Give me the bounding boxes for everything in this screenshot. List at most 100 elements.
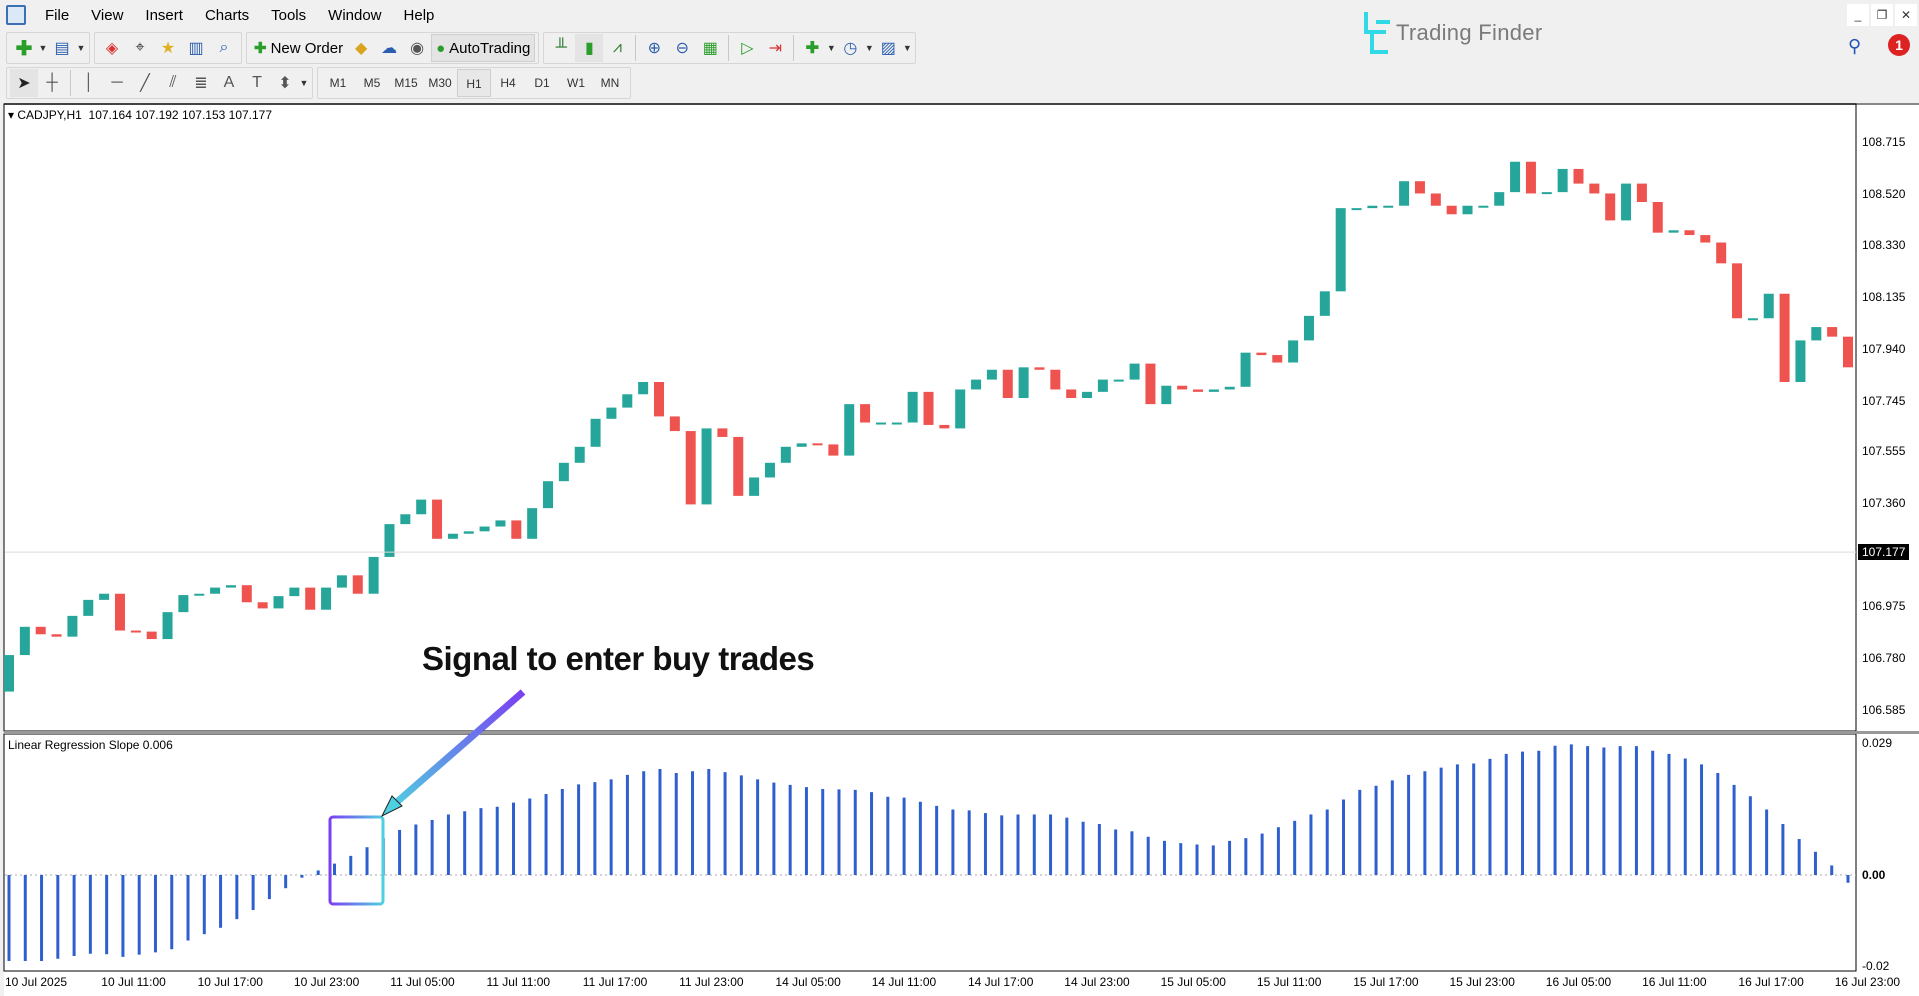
menu-tools[interactable]: Tools — [271, 6, 307, 24]
dropdown-icon[interactable]: ▼ — [38, 43, 48, 53]
indicator-axis-label-zero: 0.00 — [1862, 868, 1886, 882]
time-axis-label: 10 Jul 2025 — [5, 975, 68, 989]
menu-help[interactable]: Help — [403, 6, 435, 24]
bullish-candle — [495, 520, 506, 527]
cursor-icon[interactable]: ➤ — [10, 69, 38, 97]
dropdown-icon[interactable]: ▼ — [864, 43, 874, 53]
auto-scroll-icon[interactable]: ▷ — [741, 40, 754, 57]
autotrading-button[interactable]: ● AutoTrading — [431, 34, 536, 62]
chart-shift-icon[interactable]: ⇥ — [768, 40, 783, 57]
bearish-candle — [432, 499, 443, 539]
bullish-candle — [1082, 391, 1093, 398]
timeframe-w1[interactable]: W1 — [567, 76, 585, 90]
bearish-candle — [1446, 205, 1457, 215]
templates-icon[interactable]: ▨ — [880, 40, 896, 57]
bearish-candle — [1652, 202, 1663, 233]
fibonacci-icon[interactable]: ≣ — [194, 75, 208, 92]
strategy-tester-icon[interactable]: ⌕ — [219, 39, 229, 56]
bearish-candle — [812, 443, 823, 446]
menu-charts[interactable]: Charts — [204, 6, 250, 24]
trendline-icon[interactable]: ╱ — [140, 75, 150, 92]
menu-file[interactable]: File — [45, 6, 70, 24]
bearish-candle — [511, 520, 522, 539]
bearish-candle — [1034, 367, 1045, 370]
bar-chart-icon[interactable]: ╨ — [555, 39, 568, 56]
bullish-candle — [1335, 208, 1346, 292]
ohlc-values: 107.164 107.192 107.153 107.177 — [88, 108, 273, 122]
dropdown-icon[interactable]: ▼ — [902, 43, 912, 53]
bearish-candle — [1573, 168, 1584, 184]
bearish-candle — [1050, 369, 1061, 390]
zoom-out-icon[interactable]: ⊖ — [675, 40, 690, 57]
logo-mark-icon — [1362, 12, 1390, 54]
timeframe-m30[interactable]: M30 — [428, 76, 452, 90]
bearish-candle — [1636, 183, 1647, 202]
bullish-candle — [590, 418, 601, 447]
text-icon[interactable]: A — [223, 74, 235, 91]
notification-badge[interactable]: 1 — [1888, 34, 1910, 56]
bullish-candle — [19, 626, 30, 656]
dropdown-icon[interactable]: ▼ — [76, 43, 86, 53]
brand-name: Trading Finder — [1396, 20, 1543, 45]
bearish-candle — [1843, 336, 1853, 368]
timeframe-m1[interactable]: M1 — [329, 76, 347, 90]
dropdown-icon[interactable]: ▼ — [299, 78, 309, 88]
price-axis-label: 107.745 — [1862, 393, 1906, 408]
menu-window[interactable]: Window — [328, 6, 382, 24]
bearish-candle — [1605, 193, 1616, 221]
timeframe-mn[interactable]: MN — [600, 76, 620, 90]
menu-insert[interactable]: Insert — [145, 6, 183, 24]
bullish-candle — [1288, 340, 1299, 363]
restore-button[interactable]: ❐ — [1871, 4, 1893, 26]
bearish-candle — [653, 382, 664, 417]
timeframe-h4[interactable]: H4 — [500, 76, 516, 90]
signals-icon[interactable]: ◉ — [410, 40, 425, 57]
vertical-line-icon[interactable]: │ — [84, 74, 94, 91]
indicators-icon[interactable]: ✚ — [805, 40, 820, 57]
timeframe-m15[interactable]: M15 — [394, 76, 418, 90]
time-axis-label: 16 Jul 05:00 — [1545, 975, 1612, 989]
new-order-button[interactable]: ✚ New Order — [250, 34, 347, 62]
bullish-candle — [67, 615, 78, 637]
market-watch-icon[interactable]: ◈ — [105, 40, 119, 57]
bullish-candle — [416, 499, 427, 515]
dropdown-icon[interactable]: ▼ — [826, 43, 836, 53]
bullish-candle — [1303, 315, 1314, 341]
arrows-icon[interactable]: ⬍ — [278, 75, 292, 92]
minimize-button[interactable]: _ — [1847, 4, 1869, 26]
candlestick-chart-icon[interactable]: ▮ — [575, 34, 604, 62]
new-chart-icon[interactable]: ✚ — [15, 37, 33, 60]
tile-windows-icon[interactable]: ▦ — [702, 40, 718, 57]
chart-window[interactable] — [4, 103, 1919, 996]
bullish-candle — [971, 379, 982, 390]
time-axis-label: 14 Jul 05:00 — [775, 975, 841, 989]
menu-view[interactable]: View — [91, 6, 124, 24]
drawing-toolbar: ➤ ┼ │ ─ ╱ ⫽ ≣ A T ⬍ ▼ M1 M5 M15 M30 H1 H… — [0, 66, 1060, 100]
bearish-candle — [146, 631, 157, 640]
profiles-icon[interactable]: ▤ — [54, 40, 70, 57]
metaeditor-icon[interactable]: ◆ — [354, 40, 368, 57]
bullish-candle — [875, 422, 886, 425]
text-label-icon[interactable]: T — [252, 74, 262, 91]
navigator-icon[interactable]: ▥ — [188, 40, 204, 57]
search-icon[interactable]: ⚲ — [1848, 36, 1862, 56]
line-chart-icon[interactable]: ⩘ — [612, 39, 622, 56]
timeframe-h1[interactable]: H1 — [457, 69, 491, 97]
close-button[interactable]: ✕ — [1895, 4, 1917, 26]
horizontal-line-icon[interactable]: ─ — [111, 74, 123, 91]
terminal-icon[interactable]: ☁ — [381, 40, 398, 57]
crosshair-icon[interactable]: ⌖ — [135, 39, 145, 56]
channel-icon[interactable]: ⫽ — [169, 74, 177, 91]
favorites-star-icon[interactable]: ★ — [160, 40, 176, 57]
crosshair-tool-icon[interactable]: ┼ — [46, 74, 58, 91]
time-axis-label: 16 Jul 11:00 — [1642, 975, 1707, 989]
time-axis-label: 14 Jul 17:00 — [968, 975, 1034, 989]
bullish-candle — [1351, 208, 1362, 211]
bullish-candle — [574, 446, 585, 463]
periods-clock-icon[interactable]: ◷ — [843, 40, 858, 57]
zoom-in-icon[interactable]: ⊕ — [647, 40, 662, 57]
timeframe-d1[interactable]: D1 — [534, 76, 550, 90]
timeframe-m5[interactable]: M5 — [363, 76, 381, 90]
bullish-candle — [1795, 340, 1806, 382]
